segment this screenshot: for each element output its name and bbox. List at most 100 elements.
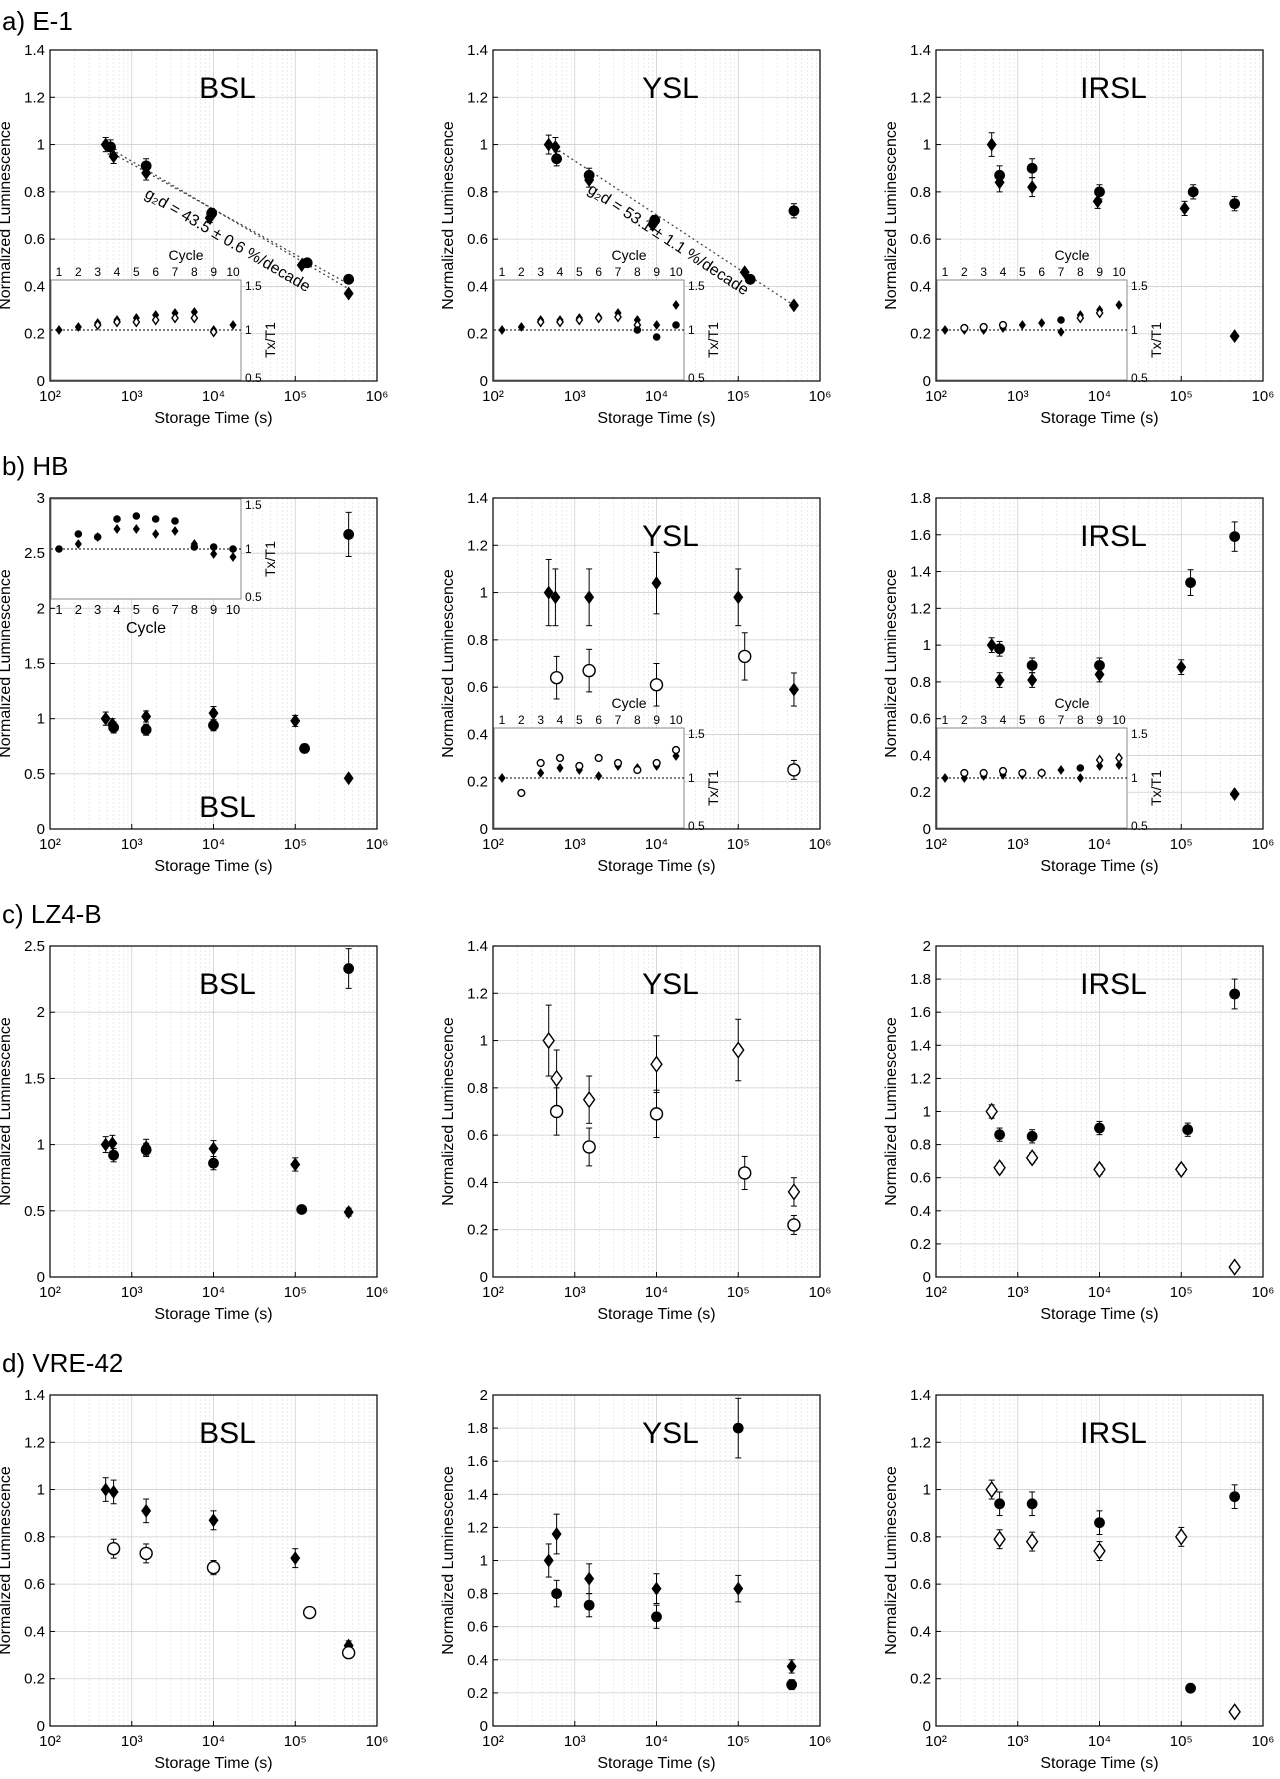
- y-tick-label: 0.4: [467, 278, 488, 295]
- y-tick-label: 0.8: [910, 674, 931, 691]
- inset-x-tick-label: 1: [56, 265, 63, 279]
- inset-frame: [50, 279, 242, 381]
- inset-y-axis-label: Tx/T1: [1148, 322, 1164, 358]
- x-tick-label: 10³: [121, 388, 143, 405]
- inset-y-axis-label: Tx/T1: [1148, 770, 1164, 806]
- circle-marker: [536, 758, 545, 768]
- diamond-marker: [152, 529, 160, 539]
- x-tick-label: 10³: [1007, 1284, 1029, 1301]
- diamond-marker: [733, 590, 744, 605]
- circle-marker: [555, 753, 565, 763]
- x-tick-label: 10⁴: [1088, 1733, 1111, 1750]
- diamond-marker: [788, 298, 799, 313]
- inset-x-tick-label: 2: [75, 265, 82, 279]
- y-tick-label: 0: [480, 1718, 488, 1735]
- diamond-marker: [74, 539, 82, 549]
- inset-x-tick-label: 5: [1019, 713, 1026, 727]
- y-tick-label: 2: [37, 600, 45, 617]
- inset-y-tick-label: 0.5: [688, 819, 705, 833]
- y-tick-label: 0.6: [910, 1576, 931, 1593]
- plot-frame: [49, 497, 378, 830]
- diamond-marker: [614, 311, 622, 323]
- inset-x-tick-label: 4: [114, 265, 121, 279]
- circle-marker: [994, 1129, 1006, 1141]
- inset-x-tick-label: 5: [576, 265, 583, 279]
- inset-x-tick-label: 8: [191, 602, 198, 617]
- diamond-marker: [190, 539, 198, 549]
- diamond-marker: [543, 585, 554, 600]
- diamond-marker: [672, 300, 680, 310]
- inset-x-tick-label: 1: [942, 713, 949, 727]
- diamond-marker: [542, 1031, 555, 1050]
- y-axis-label: Normalized Luminescence: [440, 569, 457, 758]
- circle-marker: [671, 745, 681, 755]
- diamond-marker: [543, 1553, 554, 1568]
- y-tick-label: 1.4: [467, 1486, 488, 1503]
- x-tick-label: 10⁴: [645, 1733, 668, 1750]
- y-tick-label: 0.2: [24, 1671, 45, 1688]
- x-axis-label: Storage Time (s): [1040, 410, 1158, 427]
- x-axis-label: Storage Time (s): [597, 1755, 715, 1772]
- chart-panel-d-irsl: 0 0.2 0.4 0.6 0.8 1 1.2 1.4 10² 10³ 10⁴ 10⁵ 10⁶ Stora…: [883, 1387, 1274, 1772]
- circle-marker: [787, 763, 801, 777]
- y-tick-label: 1.2: [24, 89, 45, 106]
- x-tick-label: 10⁶: [809, 388, 832, 405]
- x-tick-label: 10³: [564, 1284, 586, 1301]
- panel-title: YSL: [642, 72, 699, 105]
- x-tick-label: 10⁴: [202, 1733, 225, 1750]
- inset-x-tick-label: 2: [518, 265, 525, 279]
- x-tick-label: 10⁴: [645, 1284, 668, 1301]
- chart-panel-d-bsl: 0 0.2 0.4 0.6 0.8 1 1.2 1.4 10² 10³ 10⁴ 10⁵ 10⁶ Stora…: [0, 1387, 388, 1772]
- panel-title: BSL: [199, 791, 256, 824]
- diamond-marker: [543, 137, 554, 152]
- plot-frame: [492, 945, 821, 1278]
- y-tick-label: 0.2: [910, 784, 931, 801]
- panel-title: IRSL: [1080, 520, 1147, 553]
- diamond-marker: [343, 771, 354, 786]
- inset-y-tick-label: 1.5: [1131, 727, 1148, 741]
- diamond-marker: [672, 751, 680, 761]
- y-tick-label: 1.6: [467, 1453, 488, 1470]
- x-tick-label: 10⁴: [202, 836, 225, 853]
- y-tick-label: 1.4: [910, 42, 931, 59]
- y-tick-label: 0.8: [467, 1586, 488, 1603]
- diamond-marker: [1025, 1532, 1039, 1551]
- y-tick-label: 1.2: [467, 89, 488, 106]
- inset-x-tick-label: 9: [653, 265, 660, 279]
- inset-x-tick-label: 6: [1038, 713, 1045, 727]
- diamond-marker: [113, 524, 121, 534]
- y-tick-label: 1.4: [467, 42, 488, 59]
- circle-marker: [575, 761, 584, 771]
- y-tick-label: 1: [480, 137, 488, 154]
- chart-panel-b-bsl: 0 0.5 1 1.5 2 2.5 3 10² 10³ 10⁴ 10⁵ 10⁶ Storage Time…: [0, 490, 388, 875]
- y-tick-label: 2.5: [24, 938, 45, 955]
- x-tick-label: 10⁶: [1252, 836, 1275, 853]
- y-tick-label: 1.8: [910, 971, 931, 988]
- diamond-marker: [55, 325, 63, 335]
- circle-marker: [140, 160, 152, 172]
- inset-x-tick-label: 2: [518, 713, 525, 727]
- inset-x-tick-label: 8: [1077, 713, 1084, 727]
- gradient-annotation: g₂d = 43.5 ± 0.6 %/decade: [142, 185, 314, 295]
- circle-marker: [582, 1140, 596, 1154]
- x-tick-label: 10⁴: [1088, 836, 1111, 853]
- circle-marker: [1182, 1124, 1194, 1136]
- circle-marker: [108, 722, 120, 733]
- circle-marker: [299, 743, 310, 754]
- circle-marker: [1094, 659, 1105, 671]
- diamond-marker: [584, 590, 595, 605]
- x-tick-label: 10⁵: [727, 836, 750, 853]
- y-tick-label: 1.4: [24, 42, 45, 59]
- inset-x-tick-label: 2: [75, 602, 82, 617]
- row-label-text: a) E-1: [2, 6, 73, 36]
- diamond-marker: [1179, 201, 1190, 216]
- inset-x-tick-label: 8: [634, 713, 641, 727]
- inset-x-axis-label: Cycle: [611, 247, 646, 263]
- panel-title: IRSL: [1080, 72, 1147, 105]
- circle-marker: [1057, 316, 1065, 324]
- diamond-marker: [1018, 320, 1026, 330]
- diamond-marker: [1025, 1149, 1039, 1167]
- inset-x-tick-label: 8: [1077, 265, 1084, 279]
